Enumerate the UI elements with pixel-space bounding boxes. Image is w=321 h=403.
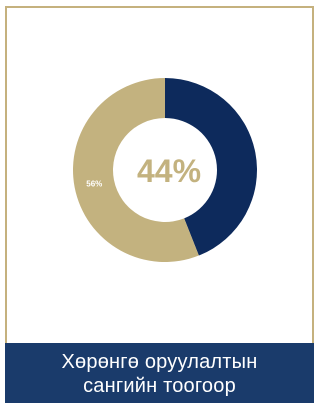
donut-slice-44 <box>165 78 258 256</box>
slice-data-label: 56% <box>86 179 102 188</box>
chart-card <box>5 6 314 403</box>
caption-line-2: сангийн тоогоор <box>83 375 236 397</box>
donut-chart: 56% 44% <box>73 78 258 262</box>
chart-caption: Хөрөнгө оруулалтын сангийн тоогоор <box>5 343 314 403</box>
caption-line-1: Хөрөнгө оруулалтын <box>61 351 258 373</box>
donut-chart-svg: 56% 44% <box>73 78 258 262</box>
donut-center-label: 44% <box>137 153 201 189</box>
donut-slice-56 <box>73 78 199 262</box>
